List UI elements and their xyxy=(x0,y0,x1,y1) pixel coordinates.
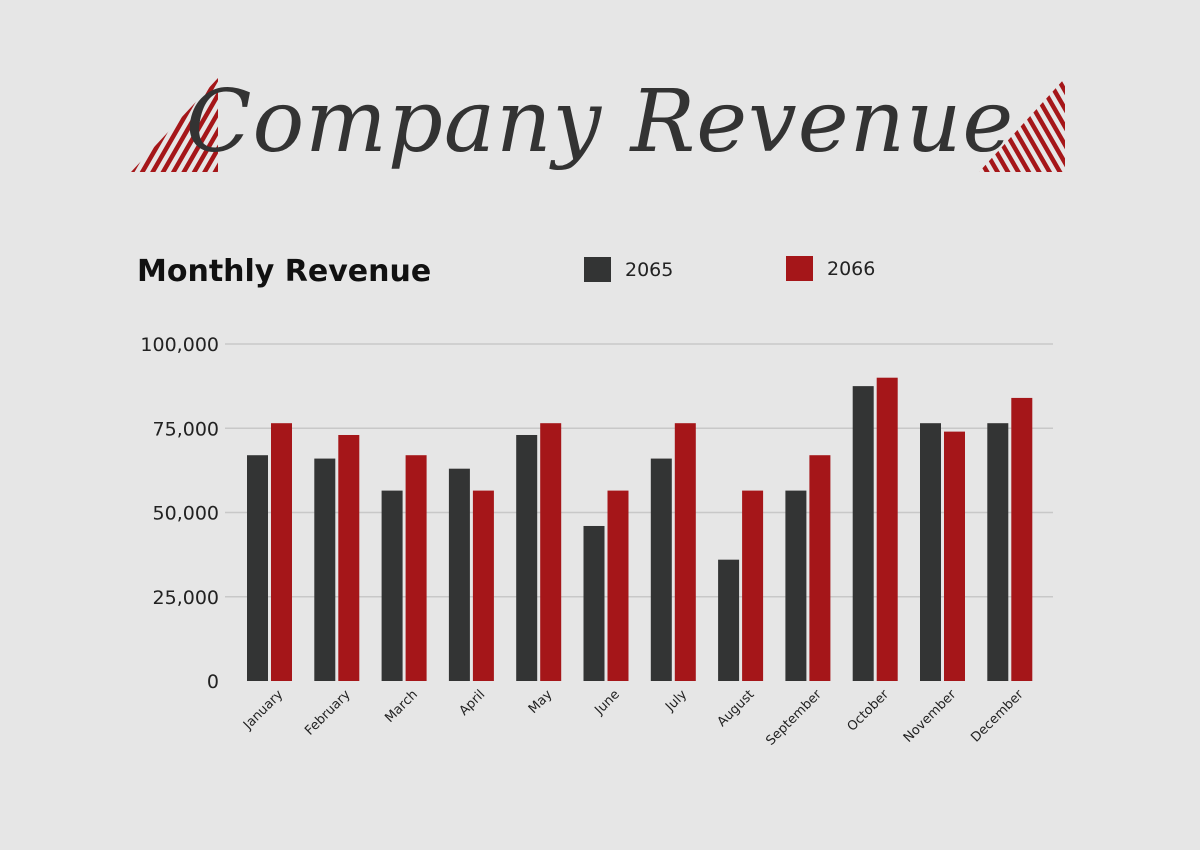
legend-label-2066: 2066 xyxy=(827,257,876,280)
x-tick-label: September xyxy=(763,687,825,749)
x-tick-label: February xyxy=(302,687,354,739)
bar-2065-september xyxy=(785,490,807,681)
bar-2065-may xyxy=(516,434,538,681)
y-tick-label: 50,000 xyxy=(153,503,219,525)
x-tick-label: October xyxy=(845,687,893,735)
bar-2065-november xyxy=(920,423,941,681)
bar-2066-october xyxy=(876,377,898,681)
bar-2065-october xyxy=(852,386,874,681)
x-tick-label: March xyxy=(382,687,421,726)
bar-2065-august xyxy=(718,559,740,681)
x-tick-label: January xyxy=(240,687,286,733)
bar-2066-june xyxy=(607,490,629,681)
bar-2066-july xyxy=(674,423,696,681)
chart-title: Monthly Revenue xyxy=(137,254,432,289)
legend-item-2065: 2065 xyxy=(584,257,673,282)
bar-2066-march xyxy=(405,455,427,681)
x-tick-label: August xyxy=(715,687,758,730)
bar-2066-december xyxy=(1011,397,1033,681)
x-tick-label: June xyxy=(591,687,622,718)
bar-2066-september xyxy=(809,455,831,681)
bar-2065-february xyxy=(314,458,336,681)
page-title: Company Revenue xyxy=(185,72,1015,172)
x-tick-label: May xyxy=(526,687,556,717)
bar-2065-march xyxy=(381,490,403,681)
bar-2065-january xyxy=(247,455,268,681)
bar-2065-april xyxy=(448,468,470,681)
bar-2066-may xyxy=(540,423,562,681)
bar-2066-august xyxy=(742,490,764,681)
x-tick-label: April xyxy=(457,687,489,719)
legend-swatch-2065 xyxy=(584,257,611,282)
x-tick-label: November xyxy=(901,687,960,746)
bar-2065-june xyxy=(583,525,605,681)
x-tick-label: December xyxy=(968,687,1027,746)
left-striped-triangle xyxy=(131,78,218,172)
bar-2065-july xyxy=(650,458,672,681)
bar-2066-april xyxy=(472,490,494,681)
bar-2066-february xyxy=(338,434,360,681)
y-tick-label: 25,000 xyxy=(153,587,219,609)
y-tick-label: 0 xyxy=(207,671,219,693)
y-tick-label: 75,000 xyxy=(153,418,219,440)
y-tick-label: 100,000 xyxy=(140,334,219,356)
bar-2066-november xyxy=(944,431,965,681)
legend-label-2065: 2065 xyxy=(625,258,674,281)
legend-item-2066: 2066 xyxy=(786,256,875,281)
legend-swatch-2066 xyxy=(786,256,813,281)
right-striped-triangle xyxy=(979,78,1065,172)
bar-2066-january xyxy=(271,423,292,681)
x-tick-label: July xyxy=(662,687,690,715)
bar-2065-december xyxy=(987,423,1009,681)
